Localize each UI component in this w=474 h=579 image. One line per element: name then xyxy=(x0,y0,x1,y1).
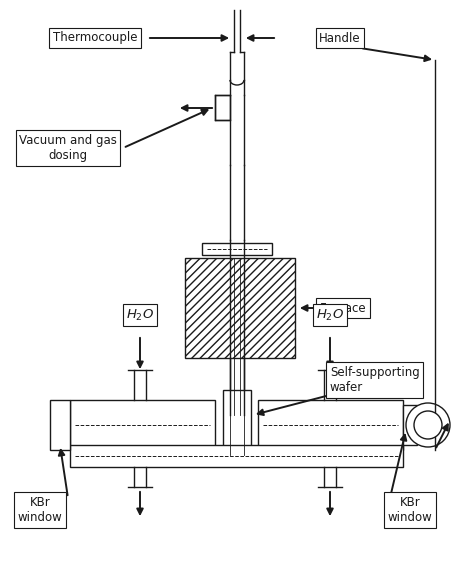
Bar xyxy=(50,400,70,450)
Circle shape xyxy=(406,403,450,447)
Bar xyxy=(223,390,251,455)
Bar xyxy=(202,243,272,255)
Text: KBr
window: KBr window xyxy=(388,496,432,524)
Text: KBr
window: KBr window xyxy=(18,496,63,524)
Text: Handle: Handle xyxy=(319,31,361,45)
Text: Self-supporting
wafer: Self-supporting wafer xyxy=(330,366,420,394)
Text: Thermocouple: Thermocouple xyxy=(53,31,137,45)
Bar xyxy=(258,400,403,450)
Text: $H_2O$: $H_2O$ xyxy=(316,307,344,323)
Bar xyxy=(70,400,215,450)
Circle shape xyxy=(414,411,442,439)
Bar xyxy=(215,95,230,120)
Bar xyxy=(70,445,403,467)
Text: $H_2O$: $H_2O$ xyxy=(126,307,154,323)
Text: Furnace: Furnace xyxy=(320,302,366,314)
Bar xyxy=(185,258,295,358)
Text: Vacuum and gas
dosing: Vacuum and gas dosing xyxy=(19,134,117,162)
Bar xyxy=(403,405,417,445)
